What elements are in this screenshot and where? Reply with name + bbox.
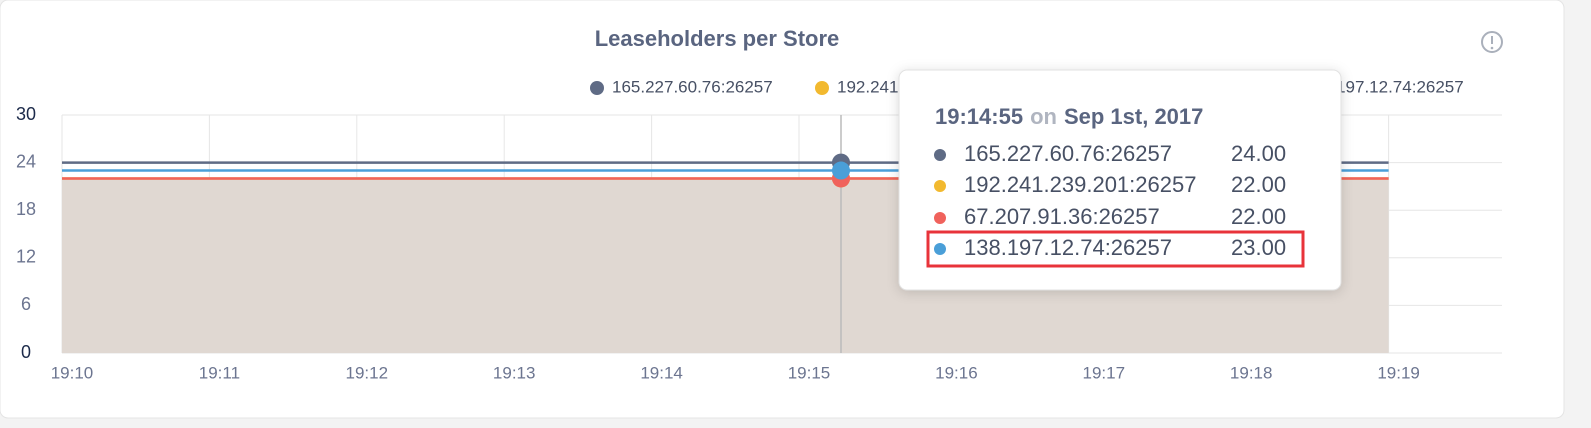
tooltip-name: 138.197.12.74:26257 xyxy=(964,235,1172,260)
tooltip xyxy=(898,69,1342,291)
tooltip-dot xyxy=(934,243,946,255)
x-tick-label: 19:19 xyxy=(1377,363,1420,382)
info-icon[interactable] xyxy=(1481,31,1503,53)
x-tick-label: 19:12 xyxy=(346,363,389,382)
tooltip-dot xyxy=(934,149,946,161)
legend-dot xyxy=(815,81,829,95)
legend-label: 138.197.12.74:26257 xyxy=(1303,77,1464,96)
hover-dot xyxy=(832,161,850,180)
legend-dot xyxy=(590,81,604,95)
tooltip-dot xyxy=(934,180,946,192)
highlight-box xyxy=(926,230,1305,268)
tooltip-value: 22.00 xyxy=(1231,172,1286,197)
x-tick-label: 19:13 xyxy=(493,363,536,382)
tooltip-name: 192.241.239.201:26257 xyxy=(964,172,1196,197)
x-tick-label: 19:11 xyxy=(199,363,240,382)
x-tick-label: 19:18 xyxy=(1230,363,1273,382)
x-tick-label: 19:17 xyxy=(1083,363,1126,382)
tooltip-dot xyxy=(934,212,946,224)
tooltip-value: 24.00 xyxy=(1231,141,1286,166)
y-tick-label: 30 xyxy=(16,104,36,124)
x-tick-label: 19:16 xyxy=(935,363,978,382)
x-tick-label: 19:14 xyxy=(640,363,683,382)
tooltip-connector: on xyxy=(1030,104,1057,129)
tooltip-time: 19:14:55 xyxy=(935,104,1023,129)
tooltip-name: 67.207.91.36:26257 xyxy=(964,204,1160,229)
legend-label: 165.227.60.76:26257 xyxy=(612,77,773,96)
tooltip-value: 22.00 xyxy=(1231,204,1286,229)
x-tick-label: 19:10 xyxy=(51,363,94,382)
y-tick-label: 18 xyxy=(16,199,36,219)
tooltip-value: 23.00 xyxy=(1231,235,1286,260)
y-tick-label: 6 xyxy=(21,294,31,314)
y-tick-label: 0 xyxy=(21,342,31,362)
tooltip-header: 19:14:55 on Sep 1st, 2017 xyxy=(935,104,1203,129)
y-tick-label: 12 xyxy=(16,247,36,267)
y-tick-label: 24 xyxy=(16,151,36,171)
tooltip-name: 165.227.60.76:26257 xyxy=(964,141,1172,166)
x-tick-label: 19:15 xyxy=(788,363,831,382)
chart-title: Leaseholders per Store xyxy=(595,26,840,51)
tooltip-date: Sep 1st, 2017 xyxy=(1064,104,1203,129)
